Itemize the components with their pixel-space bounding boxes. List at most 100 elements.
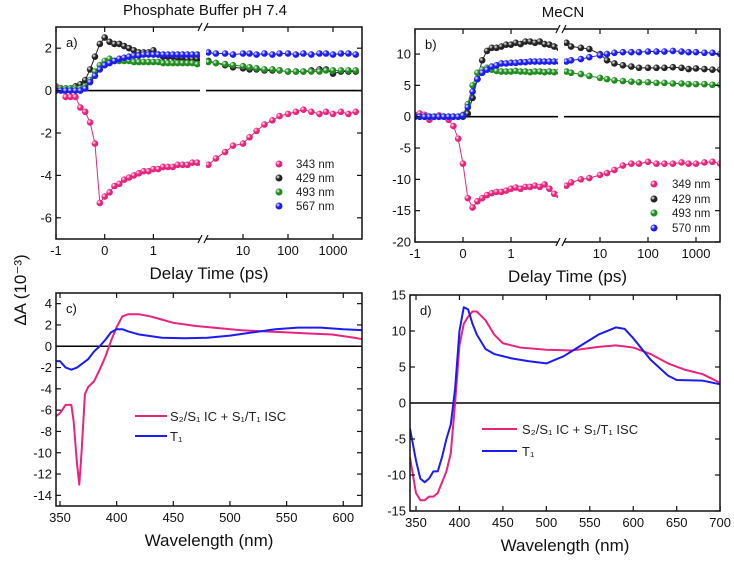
data-point-343nm [205,161,212,169]
data-point-493nm [550,68,558,76]
data-point-567nm [67,87,74,94]
x-tick-label: 450 [492,515,514,530]
data-point-343nm [179,161,186,169]
y-tick-label: -4 [40,168,52,183]
data-point-343nm [62,93,70,101]
data-point-429nm [678,64,685,72]
data-point-429nm [653,64,660,72]
data-point-349nm [709,158,716,166]
data-point-570nm [435,113,443,121]
data-point-567nm [284,50,292,57]
data-point-570nm [450,113,457,121]
data-point-570nm [577,55,585,63]
data-point-493nm [150,58,157,66]
data-point-493nm [628,78,635,85]
data-point-349nm [603,169,611,177]
data-point-343nm [164,163,172,171]
data-point-343nm [329,110,337,118]
data-point-349nm [685,160,692,167]
axis-break-mark [197,22,203,32]
legend-label: 570 nm [672,223,710,235]
x-tick-label: 600 [332,510,354,525]
plot-area [56,313,362,486]
panel-label: c) [66,301,77,316]
data-point-349nm [653,160,660,167]
data-point-493nm [229,61,237,69]
data-point-429nm [685,65,692,73]
data-point-493nm [522,68,529,75]
data-point-570nm [541,58,548,65]
legend-marker [275,160,283,168]
data-point-343nm [189,159,196,166]
panel-label: b) [425,37,437,52]
data-point-493nm [709,81,716,89]
x-tick-label: 1 [507,246,514,261]
data-point-343nm [345,110,352,118]
legend-marker [275,202,283,210]
x-tick-label: 450 [162,510,184,525]
panel-d: -15 -10 -5 0 5 10 15 350 400 450 500 550 600 650 700 S₂… [387,288,731,556]
data-point-429nm [488,44,496,52]
data-point-493nm [329,67,337,74]
y-tick-label: -2 [40,126,52,141]
data-point-343nm [261,121,268,128]
x-tick-label: 650 [666,515,688,530]
data-point-343nm [150,165,157,173]
axis-break-mark [197,234,203,244]
data-point-493nm [169,59,177,67]
data-point-493nm [586,72,593,80]
data-point-349nm [459,160,467,167]
data-point-349nm [716,160,720,167]
data-point-493nm [619,77,627,85]
data-point-570nm [685,48,692,56]
legend-marker [650,224,658,232]
legend-marker [650,209,658,217]
data-point-567nm [72,87,79,94]
data-point-349nm [450,122,457,130]
y-tick-label: -15 [387,504,406,519]
data-point-349nm [454,135,462,142]
data-point-493nm [174,59,182,67]
data-point-343nm [91,140,99,147]
data-point-429nm [701,65,708,73]
data-point-570nm [603,50,611,58]
data-point-493nm [345,67,352,74]
plot-area [410,306,720,502]
data-point-567nm [246,50,253,57]
data-point-429nm [563,39,570,47]
x-tick-label: 10 [593,246,607,261]
axis-break-gap [558,25,564,33]
plot-area [415,30,720,241]
data-point-343nm [352,108,360,116]
legend-label: 493 nm [296,187,334,199]
data-point-493nm [526,68,534,76]
y-tick-label: 5 [399,360,406,375]
panel-label: a) [66,35,78,50]
data-point-429nm [692,65,700,72]
data-point-493nm [596,74,604,82]
data-point-343nm [221,148,229,156]
axis-break-gap [200,28,206,238]
data-point-349nm [628,160,635,167]
data-point-570nm [483,66,491,74]
data-point-493nm [292,68,300,75]
data-point-570nm [421,113,428,121]
data-point-567nm [193,51,201,58]
data-point-349nm [619,162,627,169]
axis-break-mark [561,24,567,34]
y-tick-label: -10 [33,445,52,460]
data-point-493nm [300,68,307,75]
data-point-429nm [611,60,618,67]
data-point-567nm [150,51,157,58]
data-point-349nm [644,158,652,166]
data-point-493nm [261,66,268,73]
data-point-493nm [474,69,481,77]
data-point-493nm [517,68,524,75]
x-tick-label: 1 [150,243,157,258]
data-point-343nm [140,167,147,175]
y-axis-label: ΔA (10⁻³) [11,254,30,325]
data-point-349nm [474,197,481,205]
data-point-493nm [269,66,276,73]
